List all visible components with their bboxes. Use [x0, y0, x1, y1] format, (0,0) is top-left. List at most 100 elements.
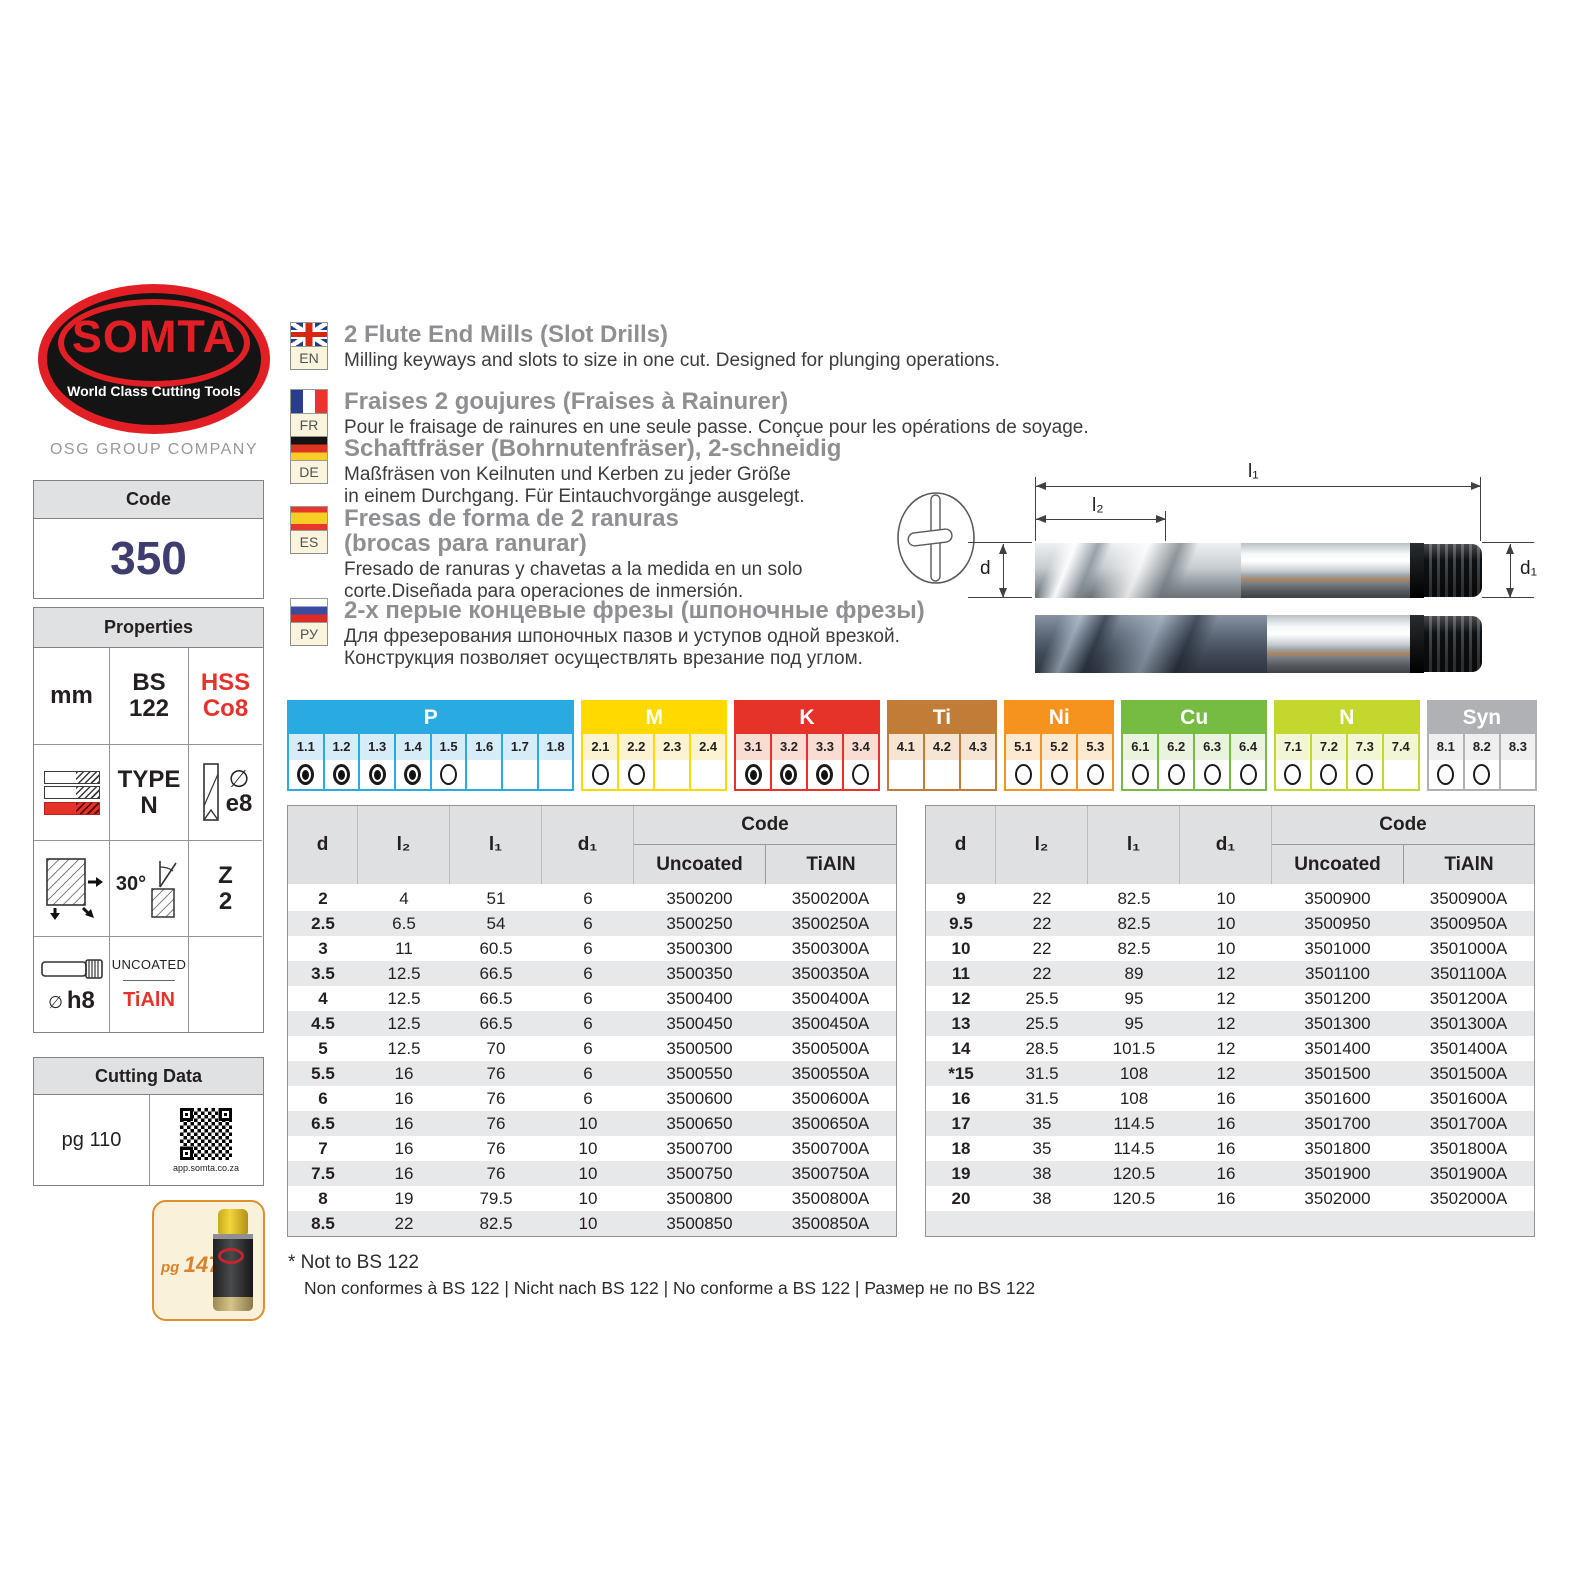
suitability-radio-7.2: [1320, 764, 1338, 785]
table-row: 3 11 60.5 6 3500300 3500300A: [318, 938, 870, 958]
dimension-diagram: l₁ l₂ d d₁: [870, 455, 1575, 700]
material-group-label: M: [583, 702, 726, 734]
suitability-radio-1.1: [297, 764, 315, 785]
material-cell-8.3: 8.3: [1498, 734, 1536, 789]
material-group-Ni: Ni 5.1 5.2 5.3: [1004, 700, 1115, 791]
size-table-right: d l₂ l₁ d₁ Code Uncoated TiAlN 9 22 82.5 10…: [925, 805, 1535, 1237]
material-cell-1.5: 1.5: [429, 734, 466, 789]
uk-flag-icon: [290, 322, 328, 347]
language-tag: FR: [290, 414, 328, 437]
prop-material: HSS Co8: [200, 669, 251, 722]
col-header-d1: d₁: [1180, 806, 1272, 884]
end-mill-outline-icon: [202, 762, 219, 821]
table-row: 7.5 16 76 10 3500750 3500750A: [288, 1161, 896, 1186]
end-view-sketch-icon: [897, 492, 975, 584]
material-cell-6.4: 6.4: [1229, 734, 1266, 789]
prop-empty: [189, 936, 262, 1032]
osg-group-label: OSG GROUP COMPANY: [49, 441, 259, 458]
col-header-code: Code: [634, 806, 896, 845]
table-row: 2 4 51 6 3500200 3500200A: [318, 888, 870, 908]
table-row: 4.5 12.5 66.5 6 3500450 3500450A: [288, 1011, 896, 1036]
material-group-label: K: [736, 702, 878, 734]
material-group-Cu: Cu 6.1 6.2 6.3 6.4: [1121, 700, 1268, 791]
prop-standard: BS 122: [110, 648, 189, 744]
language-section-de: DE Schaftfräser (Bohrnutenfräser), 2-schn…: [290, 436, 841, 507]
language-tag: РУ: [290, 623, 328, 646]
material-cell-6.2: 6.2: [1157, 734, 1194, 789]
product-title-uk: 2 Flute End Mills (Slot Drills): [344, 321, 669, 348]
l1-label: l₁: [1248, 461, 1259, 482]
table-row: 7 16 76 10 3500700 3500700A: [318, 1138, 870, 1158]
prop-milling-action: [34, 840, 110, 936]
prop-application-bars: [34, 744, 110, 840]
suitability-radio-7.3: [1356, 764, 1374, 785]
material-group-label: Syn: [1428, 702, 1535, 734]
product-title-fr: Fraises 2 goujures (Fraises à Rainurer): [344, 388, 789, 415]
col-header-l1: l₁: [450, 806, 542, 884]
cutting-data-title: Cutting Data: [34, 1058, 263, 1095]
material-cell-7.2: 7.2: [1309, 734, 1346, 789]
suitability-radio-6.2: [1167, 764, 1185, 785]
material-group-label: Cu: [1123, 702, 1266, 734]
helix-angle-icon: [151, 860, 177, 918]
logo-ellipse: SOMTA World Class Cutting Tools: [38, 284, 270, 434]
shank-icon: [40, 958, 103, 979]
material-cell-7.3: 7.3: [1345, 734, 1382, 789]
product-description-uk: Milling keyways and slots to size in one…: [344, 350, 1000, 371]
material-cell-8.1: 8.1: [1428, 734, 1463, 789]
language-section-es: ES Fresas de forma de 2 ranuras (brocas p…: [290, 506, 802, 602]
material-cell-5.1: 5.1: [1006, 734, 1041, 789]
col-header-d: d: [926, 806, 996, 884]
diameter-symbol: ∅: [48, 992, 63, 1012]
col-header-l1: l₁: [1088, 806, 1180, 884]
material-cell-3.4: 3.4: [841, 734, 878, 789]
size-table-left-header: d l₂ l₁ d₁ Code Uncoated TiAlN: [288, 806, 896, 884]
table-row: 9.5 22 82.5 10 3500950 3500950A: [926, 911, 1534, 936]
material-cell-1.8: 1.8: [536, 734, 573, 789]
material-cell-1.3: 1.3: [358, 734, 395, 789]
material-cell-4.1: 4.1: [888, 734, 923, 789]
col-header-code: Code: [1272, 806, 1534, 845]
table-row: 8 19 79.5 10 3500800 3500800A: [318, 1188, 870, 1208]
language-tag: ES: [290, 531, 328, 554]
material-cell-1.4: 1.4: [394, 734, 430, 789]
end-mill-uncoated-image: [1035, 543, 1482, 598]
suitability-radio-3.1: [744, 764, 762, 785]
material-group-N: N 7.1 7.2 7.3 7.4: [1274, 700, 1420, 791]
suitability-radio-1.3: [368, 764, 386, 785]
suitability-radio-3.2: [780, 764, 798, 785]
table-row-empty: [926, 1211, 1534, 1236]
footnote-line1: * Not to BS 122: [288, 1252, 419, 1273]
cutting-data-page-ref: pg 110: [34, 1095, 150, 1185]
col-header-tialn: TiAlN: [765, 845, 896, 884]
table-row: 8.5 22 82.5 10 3500850 3500850A: [288, 1211, 896, 1236]
suitability-radio-6.1: [1131, 764, 1149, 785]
col-header-uncoated: Uncoated: [656, 853, 743, 875]
language-section-uk: EN 2 Flute End Mills (Slot Drills) Milling…: [290, 322, 1000, 372]
material-cell-2.4: 2.4: [689, 734, 726, 789]
product-title-ru: 2-х перые концевые фрезы (шпоночные фрез…: [344, 597, 925, 624]
suitability-radio-3.4: [852, 764, 870, 785]
es-flag-icon: [290, 506, 328, 531]
table-row: 19 38 120.5 16 3501900 3501900A: [926, 1161, 1534, 1186]
d-dim-line: [1003, 544, 1004, 597]
table-row: 9 22 82.5 10 3500900 3500900A: [956, 888, 1508, 908]
language-section-ru: РУ 2-х перые концевые фрезы (шпоночные фр…: [290, 598, 925, 669]
material-group-P: P 1.1 1.2 1.3 1.4 1.5 1.6 1.7 1.8: [287, 700, 575, 791]
table-row: 10 22 82.5 10 3501000 3501000A: [951, 938, 1508, 958]
language-section-fr: FR Fraises 2 goujures (Fraises à Rainurer…: [290, 389, 1089, 439]
table-row: 18 35 114.5 16 3501800 3501800A: [951, 1138, 1508, 1158]
material-cell-2.2: 2.2: [617, 734, 654, 789]
product-title-es: Fresas de forma de 2 ranuras (brocas par…: [344, 505, 679, 557]
table-row: 6.5 16 76 10 3500650 3500650A: [288, 1111, 896, 1136]
table-row: 12 25.5 95 12 3501200 3501200A: [951, 988, 1508, 1008]
suitability-radio-2.1: [591, 764, 609, 785]
suitability-radio-6.3: [1203, 764, 1221, 785]
prop-shank: ∅ h8: [34, 936, 110, 1032]
product-description-ru: Для фрезерования шпоночных пазов и уступ…: [344, 626, 900, 669]
product-description-es: Fresado de ranuras y chavetas a la medid…: [344, 559, 803, 602]
l2-label: l₂: [1092, 495, 1104, 516]
d1-dim-line: [1510, 544, 1511, 597]
logo-wordmark: SOMTA: [71, 311, 237, 362]
